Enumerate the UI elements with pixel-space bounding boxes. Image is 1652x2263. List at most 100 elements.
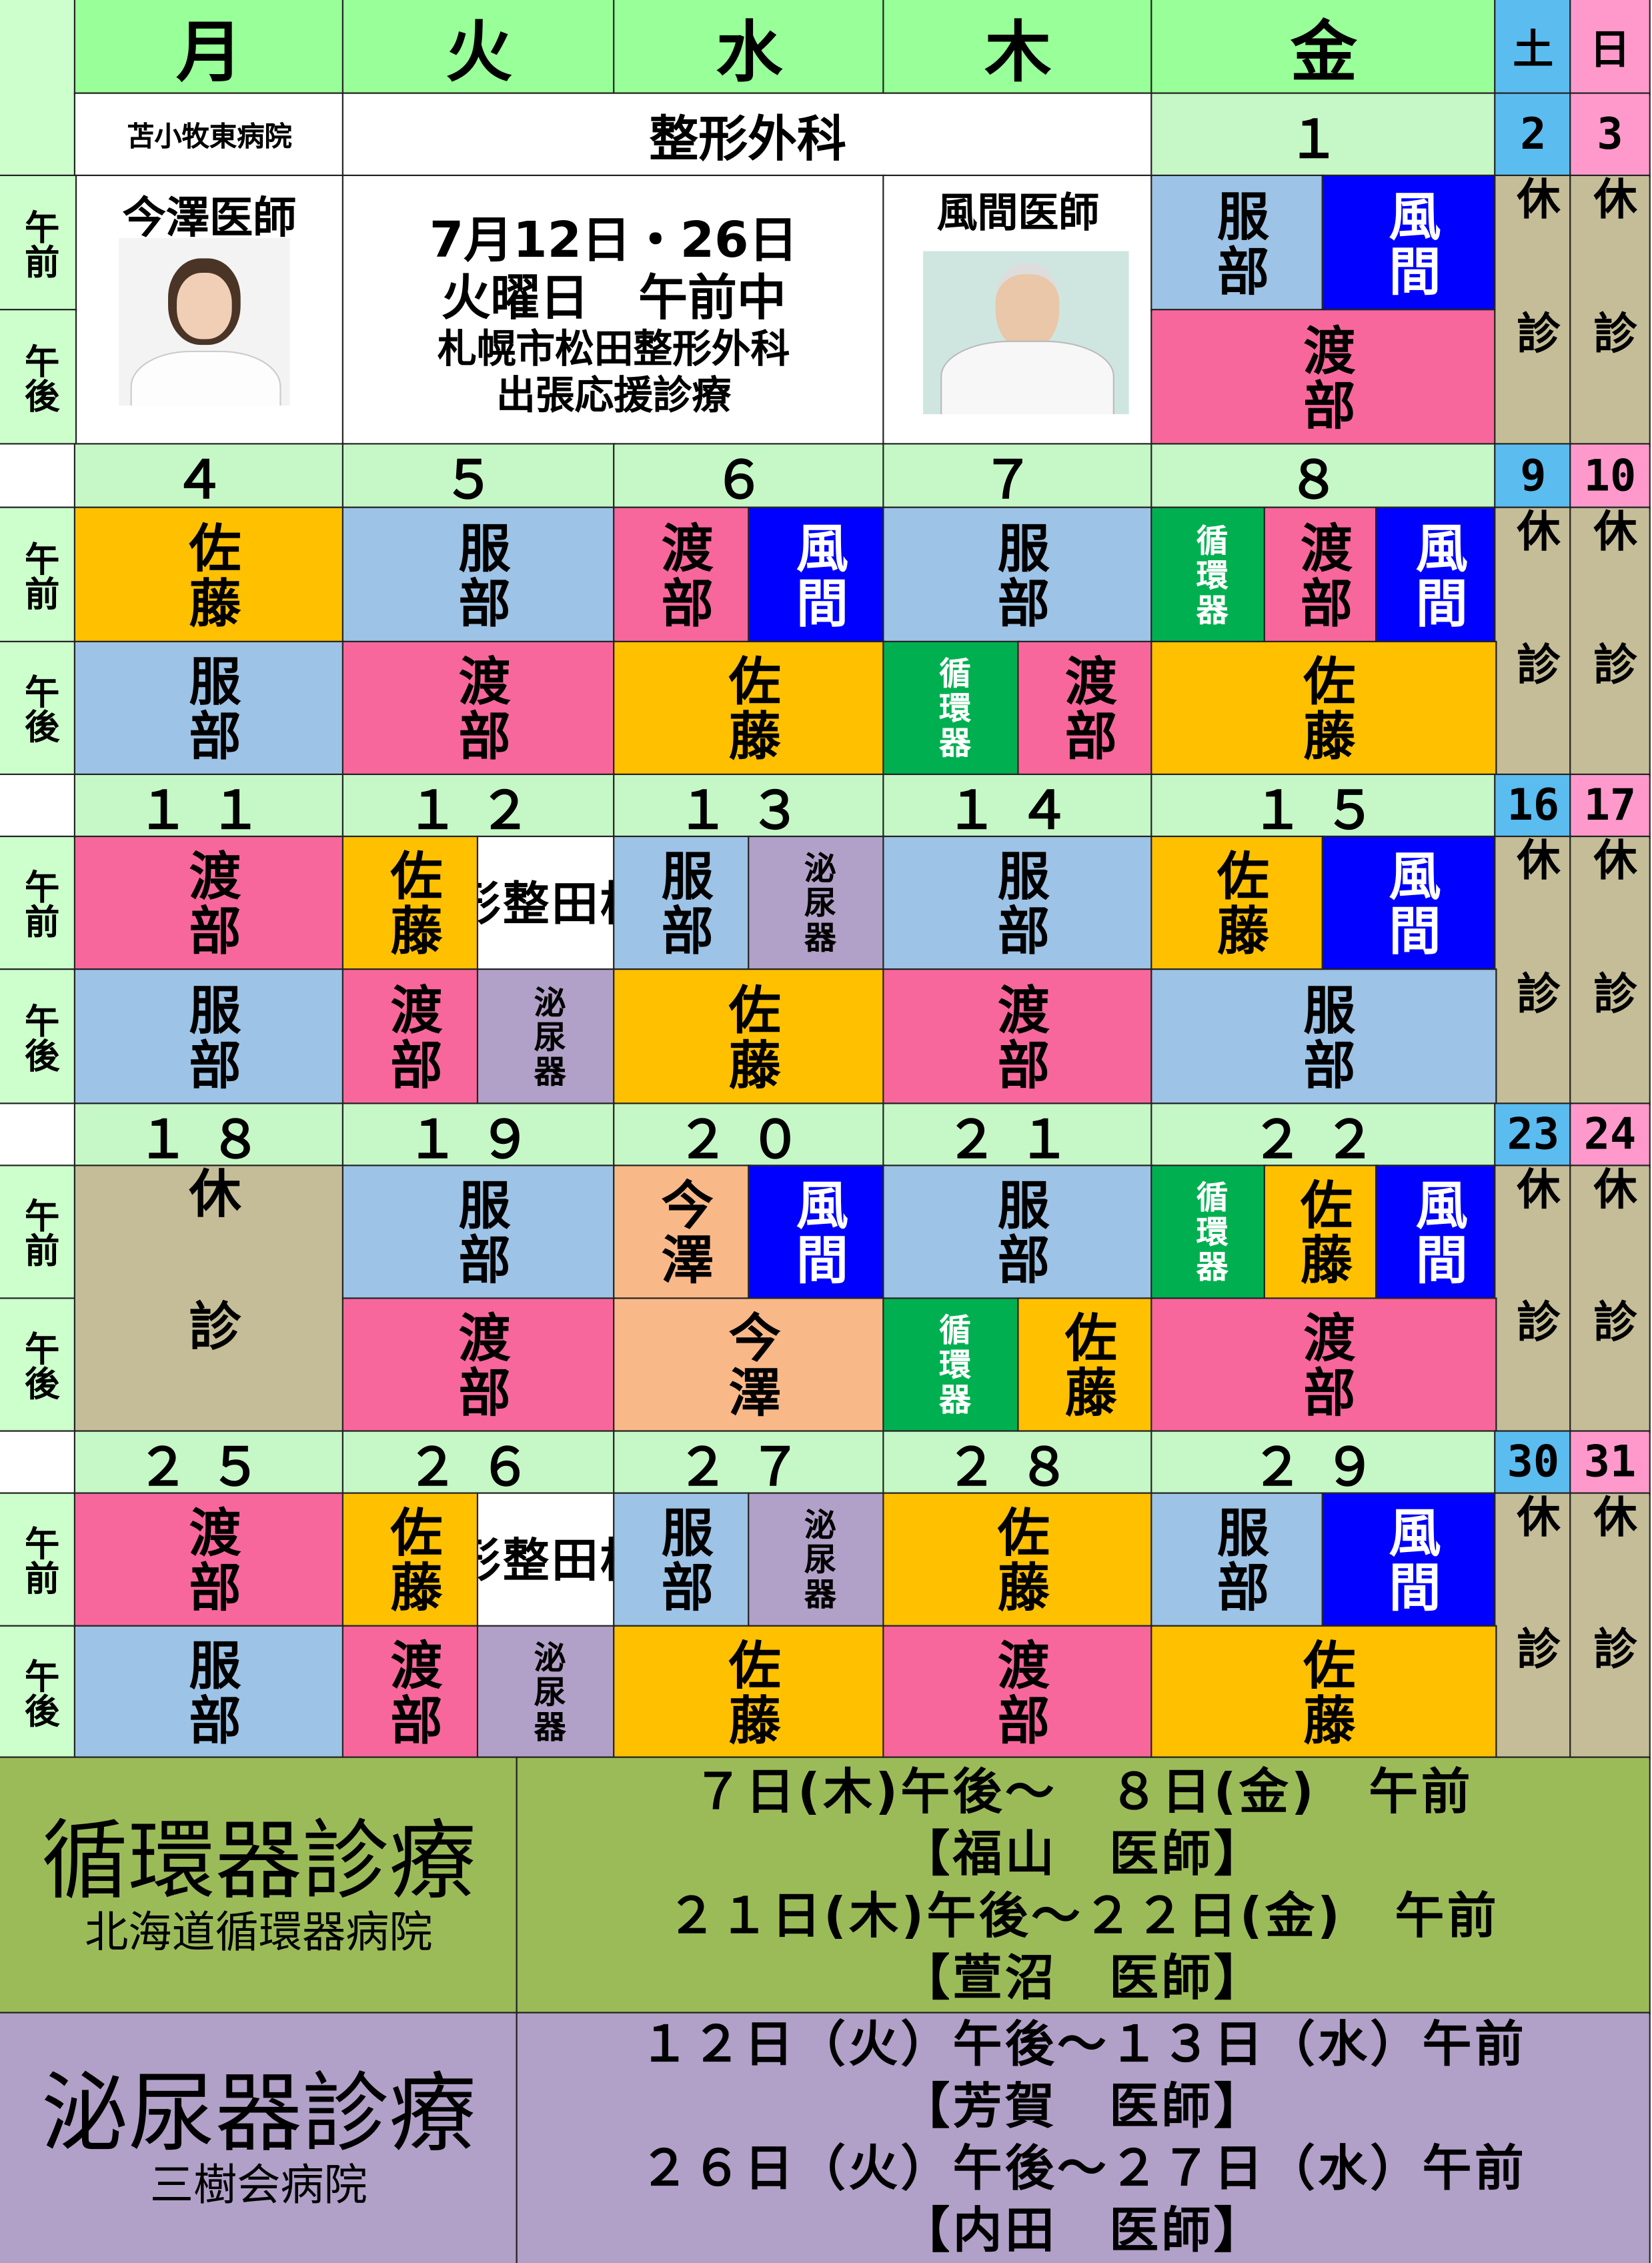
date-text: 9 bbox=[1520, 451, 1547, 502]
schedule-cell-text: 休診 bbox=[1508, 175, 1559, 445]
footer-title-box: 循環器診療 北海道循環器病院 bbox=[0, 1756, 519, 2015]
schedule-cell: 渡部 bbox=[1263, 506, 1379, 644]
schedule-cell: 佐藤 bbox=[1150, 1625, 1497, 1759]
footer-title: 泌尿器診療 bbox=[41, 2064, 476, 2165]
date: ２１ bbox=[882, 1102, 1154, 1168]
date: １１ bbox=[73, 773, 345, 839]
row-spacer bbox=[0, 443, 77, 510]
footer-line: 【内田 医師】 bbox=[900, 2202, 1266, 2260]
date: １８ bbox=[73, 1102, 345, 1168]
row-label-text: 午前 bbox=[18, 208, 59, 278]
date: １３ bbox=[613, 773, 886, 839]
row-label-text: 午前 bbox=[18, 1525, 59, 1595]
schedule-cell-text: 泌尿器 bbox=[798, 851, 835, 956]
schedule-cell-text: 服部 bbox=[450, 1177, 510, 1288]
schedule-cell: 休診 bbox=[73, 1165, 345, 1433]
schedule-cell-text: 今澤 bbox=[720, 1310, 780, 1421]
row-label-text: 午後 bbox=[18, 674, 59, 744]
date: ４ bbox=[73, 443, 345, 510]
day-header-text: 火 bbox=[446, 12, 513, 91]
date: 31 bbox=[1569, 1430, 1651, 1495]
date-text: ６ bbox=[712, 452, 786, 508]
schedule-cell: 佐藤 bbox=[341, 835, 480, 972]
schedule-cell-text: 佐藤 bbox=[381, 1505, 442, 1615]
row-spacer bbox=[0, 1102, 77, 1168]
date-text: 30 bbox=[1507, 1437, 1560, 1488]
schedule-cell: 休診 bbox=[1569, 835, 1651, 1106]
schedule-cell: 佐藤 bbox=[613, 1625, 886, 1759]
schedule-cell: 服部 bbox=[73, 968, 345, 1106]
schedule-cell-text: 渡部 bbox=[1295, 322, 1355, 433]
footer-line: 【萱沼 医師】 bbox=[900, 1949, 1266, 2007]
date-text: １９ bbox=[406, 1110, 552, 1167]
date-text: ８ bbox=[1287, 452, 1361, 508]
row-spacer bbox=[0, 1430, 77, 1495]
row-label: 午前 bbox=[0, 506, 77, 644]
schedule-cell: 服部 bbox=[882, 835, 1154, 972]
schedule-cell: 渡部 bbox=[73, 1492, 345, 1628]
schedule-cell-text: 泌尿器 bbox=[528, 1640, 565, 1745]
date-text: ２５ bbox=[137, 1438, 282, 1494]
row-label-text: 午後 bbox=[18, 1657, 59, 1727]
day-header-text: 金 bbox=[1290, 12, 1357, 91]
notice-line: 札幌市松田整形外科 bbox=[438, 327, 790, 373]
row-spacer bbox=[0, 773, 77, 839]
schedule-cell: 渡部 bbox=[341, 968, 480, 1106]
date: 3 bbox=[1569, 92, 1651, 178]
schedule-cell-text: 佐藤 bbox=[988, 1505, 1048, 1615]
notice-line: 7月12日・26日 bbox=[429, 212, 798, 270]
date: １ bbox=[1150, 92, 1497, 178]
schedule-cell-text: 佐藤 bbox=[1056, 1310, 1116, 1421]
row-label: 午後 bbox=[0, 640, 77, 777]
schedule-cell-text: 佐藤 bbox=[720, 982, 780, 1092]
schedule-cell: 服部 bbox=[882, 1165, 1154, 1301]
schedule-cell-text: 服部 bbox=[450, 520, 510, 630]
schedule-cell-text: 渡部 bbox=[1295, 1310, 1355, 1421]
schedule-cell-text: 風間 bbox=[1407, 520, 1467, 630]
date: ８ bbox=[1150, 443, 1497, 510]
schedule-cell: 休診 bbox=[1494, 506, 1573, 777]
date-text: ４ bbox=[173, 452, 246, 508]
schedule-cell-text: 休診 bbox=[1508, 1166, 1559, 1432]
date-text: ２７ bbox=[676, 1438, 822, 1494]
schedule-cell-text: 風間 bbox=[1407, 1177, 1467, 1288]
schedule-cell-text: 松田整形 bbox=[478, 1535, 614, 1586]
row-label-text: 午前 bbox=[18, 540, 59, 610]
schedule-cell: 風間 bbox=[1321, 174, 1497, 312]
schedule-cell-text: 服部 bbox=[180, 982, 240, 1092]
row-label-text: 午後 bbox=[18, 342, 59, 412]
schedule-cell-text: 渡部 bbox=[652, 520, 712, 630]
schedule-cell-text: 服部 bbox=[988, 848, 1048, 958]
date: １２ bbox=[341, 773, 616, 839]
day-header: 日 bbox=[1569, 0, 1651, 95]
schedule-cell-text: 服部 bbox=[988, 1177, 1048, 1288]
date: 2 bbox=[1494, 92, 1573, 178]
footer-title-box: 泌尿器診療 三樹会病院 bbox=[0, 2012, 519, 2263]
schedule-cell-text: 服部 bbox=[652, 1505, 712, 1615]
date: ２５ bbox=[73, 1430, 345, 1495]
schedule-cell: 佐藤 bbox=[1017, 1297, 1154, 1433]
schedule-cell-text: 服部 bbox=[180, 654, 240, 764]
schedule-cell-text: 服部 bbox=[988, 520, 1048, 630]
date: １９ bbox=[341, 1102, 616, 1168]
department-text: 整形外科 bbox=[649, 111, 846, 169]
date: 23 bbox=[1494, 1102, 1573, 1168]
schedule-cell: 渡部 bbox=[341, 640, 616, 777]
schedule-cell: 佐藤 bbox=[1150, 640, 1497, 777]
schedule-cell: 休診 bbox=[1569, 1165, 1651, 1433]
schedule-cell: 佐藤 bbox=[73, 506, 345, 644]
date-text: 16 bbox=[1507, 780, 1560, 832]
date-text: １４ bbox=[945, 781, 1091, 838]
schedule-cell-text: 風間 bbox=[787, 1177, 847, 1288]
footer-line: ７日(木)午後～ ８日(金) 午前 bbox=[693, 1763, 1473, 1821]
schedule-cell-text: 佐藤 bbox=[1295, 1637, 1355, 1747]
schedule-cell-text: 渡部 bbox=[988, 1637, 1048, 1747]
schedule-cell-text: 休診 bbox=[1508, 1493, 1559, 1758]
schedule-cell: 服部 bbox=[341, 506, 616, 644]
day-header-text: 月 bbox=[175, 12, 243, 91]
schedule-cell-text: 休診 bbox=[1585, 508, 1636, 776]
schedule-cell-text: 循環器 bbox=[1190, 1181, 1227, 1285]
date: ２８ bbox=[882, 1430, 1154, 1495]
schedule-cell: 渡部 bbox=[613, 506, 751, 644]
schedule-cell: 服部 bbox=[73, 1625, 345, 1759]
